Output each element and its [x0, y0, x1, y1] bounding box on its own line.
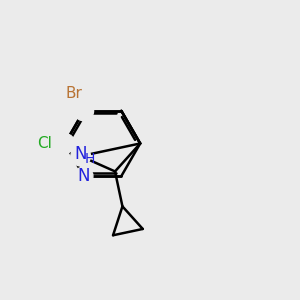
Text: Br: Br [65, 86, 82, 101]
Circle shape [35, 134, 55, 153]
Circle shape [62, 82, 85, 105]
Circle shape [71, 146, 91, 166]
Circle shape [75, 167, 93, 185]
Text: H: H [84, 152, 95, 167]
Circle shape [55, 134, 75, 153]
Text: N: N [77, 167, 90, 185]
Circle shape [74, 101, 94, 121]
Text: Cl: Cl [37, 136, 52, 151]
Text: N: N [74, 146, 87, 164]
